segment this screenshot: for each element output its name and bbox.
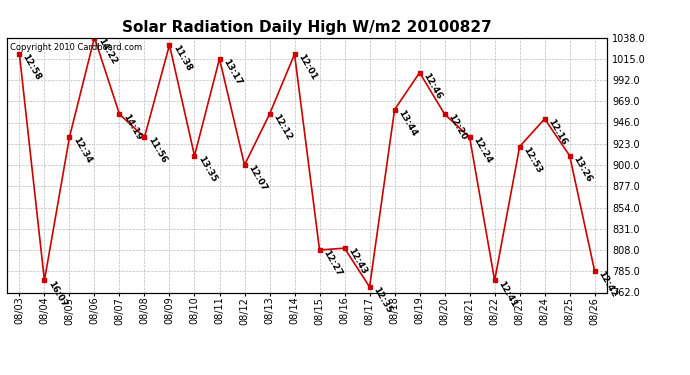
Text: 12:53: 12:53 — [521, 145, 543, 174]
Text: 13:17: 13:17 — [221, 57, 243, 87]
Text: 12:12: 12:12 — [271, 113, 293, 142]
Text: 12:07: 12:07 — [246, 164, 268, 193]
Text: 13:44: 13:44 — [396, 108, 418, 138]
Text: 12:58: 12:58 — [21, 53, 43, 82]
Text: 12:24: 12:24 — [471, 136, 493, 165]
Text: 12:43: 12:43 — [346, 247, 368, 276]
Text: 12:34: 12:34 — [71, 136, 93, 165]
Text: 12:41: 12:41 — [496, 279, 518, 309]
Text: 13:26: 13:26 — [571, 154, 593, 184]
Text: Copyright 2010 Cardboard.com: Copyright 2010 Cardboard.com — [10, 43, 142, 52]
Text: 11:38: 11:38 — [171, 44, 193, 73]
Text: 13:35: 13:35 — [196, 154, 218, 184]
Text: 12:16: 12:16 — [546, 117, 568, 147]
Text: 12:42: 12:42 — [596, 270, 618, 299]
Text: 14:19: 14:19 — [121, 113, 143, 142]
Text: 12:46: 12:46 — [421, 71, 443, 100]
Text: 16:07: 16:07 — [46, 279, 68, 308]
Text: 12:27: 12:27 — [321, 249, 343, 278]
Text: 14:22: 14:22 — [96, 36, 118, 66]
Text: 12:35: 12:35 — [371, 286, 393, 315]
Text: 12:20: 12:20 — [446, 113, 468, 142]
Title: Solar Radiation Daily High W/m2 20100827: Solar Radiation Daily High W/m2 20100827 — [122, 20, 492, 35]
Text: 12:01: 12:01 — [296, 53, 318, 82]
Text: 11:56: 11:56 — [146, 136, 168, 165]
